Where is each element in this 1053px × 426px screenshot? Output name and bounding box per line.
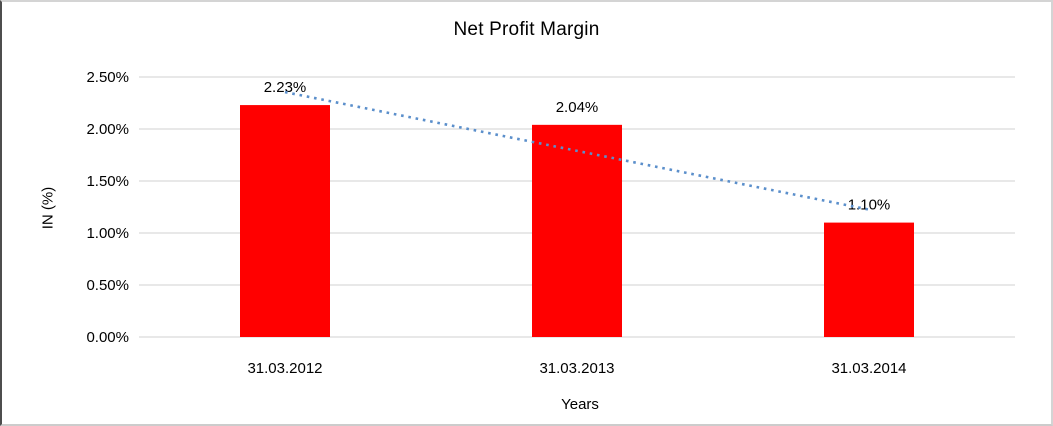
bar xyxy=(240,105,330,337)
y-tick-label: 0.50% xyxy=(86,277,129,294)
x-axis-title: Years xyxy=(561,396,599,413)
x-tick-label: 31.03.2013 xyxy=(539,360,614,377)
data-label: 1.10% xyxy=(848,197,891,214)
data-label: 2.04% xyxy=(556,99,599,116)
data-label: 2.23% xyxy=(264,79,307,96)
trendline xyxy=(284,90,870,211)
x-tick-label: 31.03.2012 xyxy=(247,360,322,377)
x-tick-label: 31.03.2014 xyxy=(831,360,906,377)
bar xyxy=(532,124,622,337)
y-tick-label: 2.50% xyxy=(86,69,129,86)
y-tick-label: 1.00% xyxy=(86,225,129,242)
chart-title: Net Profit Margin xyxy=(453,19,600,40)
y-tick-label: 2.00% xyxy=(86,121,129,138)
y-tick-label: 0.00% xyxy=(86,329,129,346)
y-tick-label: 1.50% xyxy=(86,173,129,190)
bar xyxy=(824,222,914,337)
